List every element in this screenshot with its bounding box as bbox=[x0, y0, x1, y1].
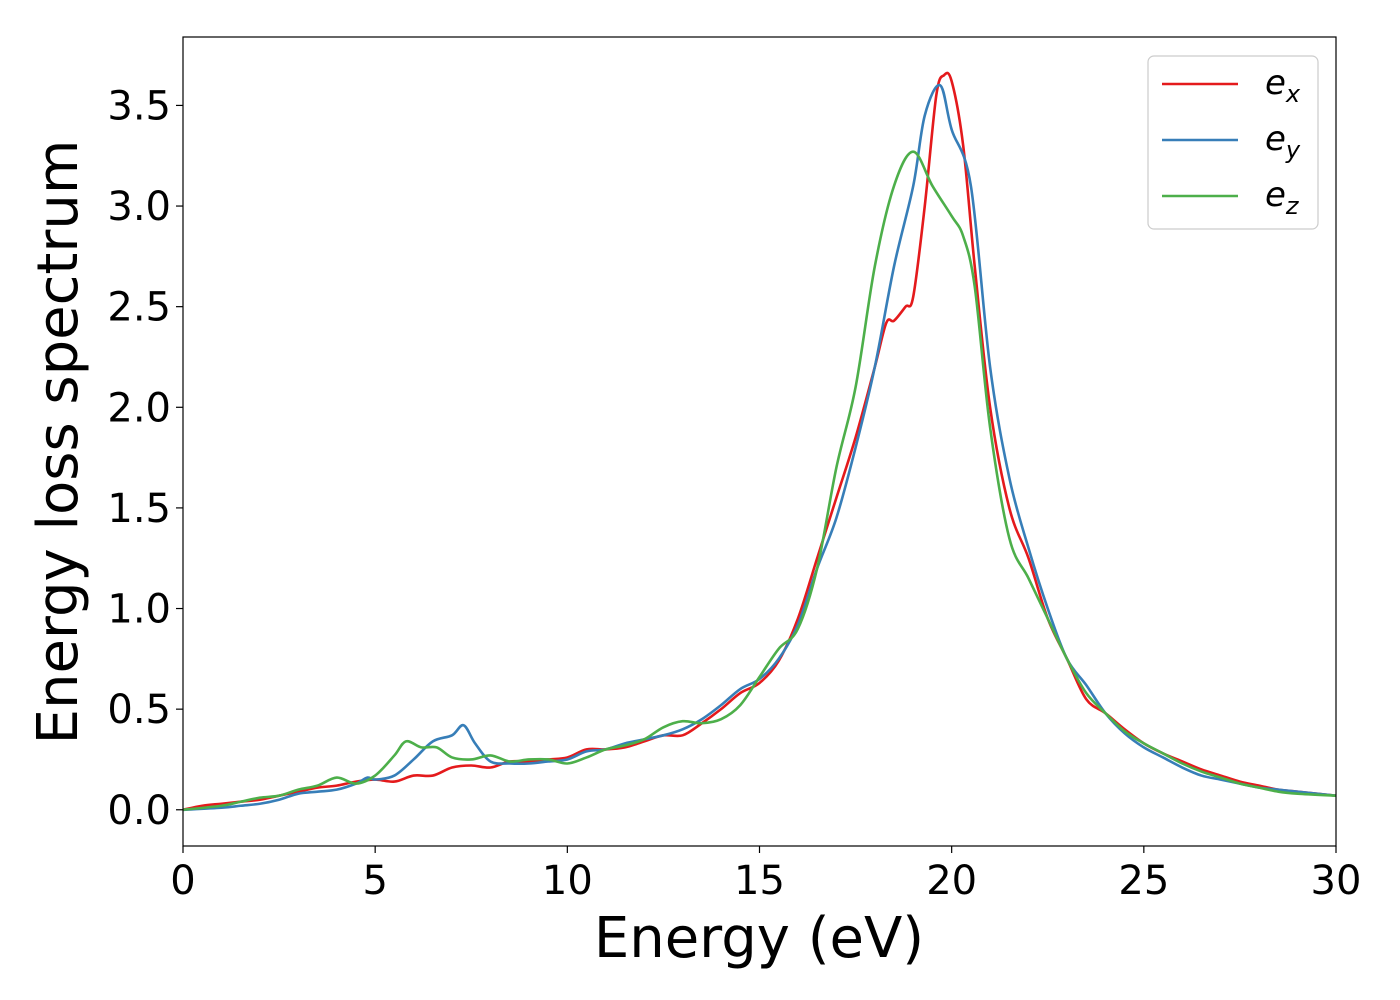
x-tick-label: 15 bbox=[734, 858, 785, 904]
legend-label-y: ey bbox=[1265, 119, 1301, 164]
legend-label-subscript: x bbox=[1285, 80, 1301, 108]
legend-label-z: ez bbox=[1265, 175, 1300, 220]
x-axis-ticks: 0 5 10 15 20 25 30 bbox=[170, 846, 1361, 904]
legend-label-base: e bbox=[1265, 175, 1286, 215]
legend-label-subscript: y bbox=[1285, 136, 1301, 164]
y-axis-label: Energy loss spectrum bbox=[26, 140, 91, 745]
y-tick-label: 1.0 bbox=[107, 587, 171, 633]
legend-label-base: e bbox=[1265, 63, 1286, 103]
legend-box bbox=[1147, 55, 1319, 230]
legend-label-base: e bbox=[1265, 119, 1286, 159]
y-tick-label: 3.5 bbox=[107, 83, 171, 129]
x-tick-label: 0 bbox=[170, 858, 195, 904]
legend-label-subscript: z bbox=[1285, 192, 1300, 220]
y-tick-label: 0.0 bbox=[107, 788, 171, 834]
y-tick-label: 2.5 bbox=[107, 285, 171, 331]
x-tick-label: 20 bbox=[926, 858, 977, 904]
x-tick-label: 30 bbox=[1311, 858, 1362, 904]
legend-label-x: ex bbox=[1265, 63, 1301, 108]
x-tick-label: 5 bbox=[362, 858, 387, 904]
x-tick-label: 10 bbox=[542, 858, 593, 904]
y-tick-label: 0.5 bbox=[107, 687, 171, 733]
y-axis-ticks: 0.0 0.5 1.0 1.5 2.0 2.5 3.0 3.5 bbox=[107, 83, 183, 834]
x-axis-label: Energy (eV) bbox=[594, 906, 924, 971]
y-tick-label: 3.0 bbox=[107, 184, 171, 230]
x-tick-label: 25 bbox=[1118, 858, 1169, 904]
y-tick-label: 2.0 bbox=[107, 385, 171, 431]
series-lines bbox=[182, 71, 1337, 812]
series-line-z bbox=[182, 150, 1337, 812]
y-tick-label: 1.5 bbox=[107, 486, 171, 532]
